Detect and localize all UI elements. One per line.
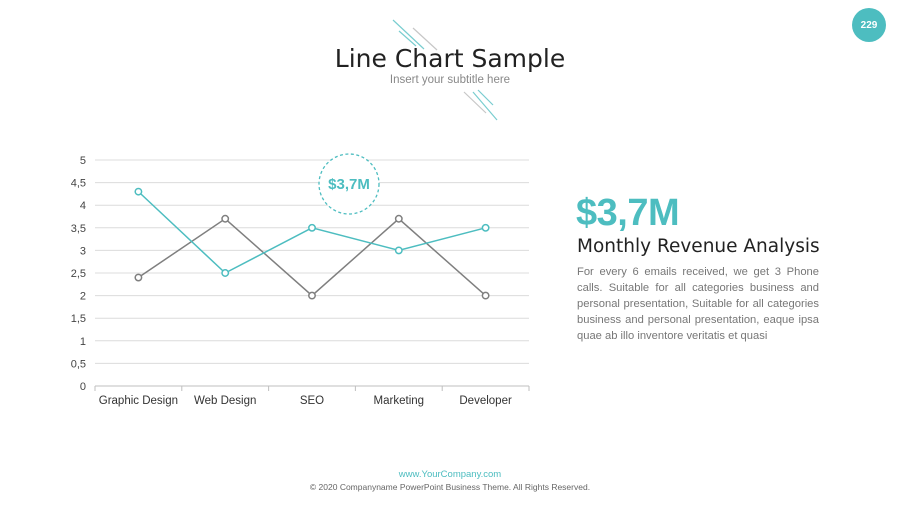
page-number: 229 (860, 19, 878, 31)
y-tick-label: 4 (80, 200, 86, 212)
data-point (308, 223, 316, 232)
y-tick-label: 0,5 (71, 358, 86, 370)
y-tick-label: 0 (80, 381, 86, 393)
data-point (308, 291, 316, 300)
annotation-bubble (318, 153, 380, 215)
y-tick-label: 5 (80, 155, 86, 167)
revenue-value: $3,7M (576, 192, 680, 234)
data-point (394, 214, 403, 223)
panel-description: For every 6 emails received, we get 3 Ph… (577, 266, 819, 342)
y-tick-label: 4,5 (71, 178, 86, 190)
series-line (137, 191, 486, 274)
y-tick-label: 1 (80, 336, 86, 348)
data-point (134, 187, 143, 196)
data-point (221, 214, 230, 223)
data-point (221, 269, 230, 277)
page-title: Line Chart Sample (334, 44, 566, 73)
page-subtitle: Insert your subtitle here (389, 74, 511, 86)
y-tick-label: 1,5 (71, 313, 86, 325)
y-tick-label: 2,5 (71, 268, 86, 280)
y-tick-label: 3,5 (71, 223, 86, 235)
y-tick-label: 2 (80, 291, 86, 303)
x-tick-label: Developer (459, 395, 512, 407)
panel-heading: Monthly Revenue Analysis (577, 236, 820, 257)
page-number-badge: 229 (852, 8, 886, 42)
data-point (394, 246, 403, 255)
x-tick-label: Marketing (374, 395, 425, 407)
data-point (134, 273, 143, 282)
annotation-label: $3,7M (328, 176, 370, 193)
footer-url[interactable]: www.YourCompany.com (398, 469, 502, 480)
line-chart: 0 0,5 1 1,5 2 2,5 3 3,5 4 4,5 5 Graphic Design Web D… (71, 153, 530, 407)
data-point (481, 223, 490, 232)
data-point (481, 291, 490, 300)
x-tick-label: Web Design (194, 395, 256, 407)
x-tick-label: Graphic Design (99, 395, 178, 407)
footer-copyright: © 2020 Companyname PowerPoint Business T… (309, 482, 591, 492)
y-tick-label: 3 (80, 245, 86, 257)
x-tick-label: SEO (300, 395, 324, 407)
